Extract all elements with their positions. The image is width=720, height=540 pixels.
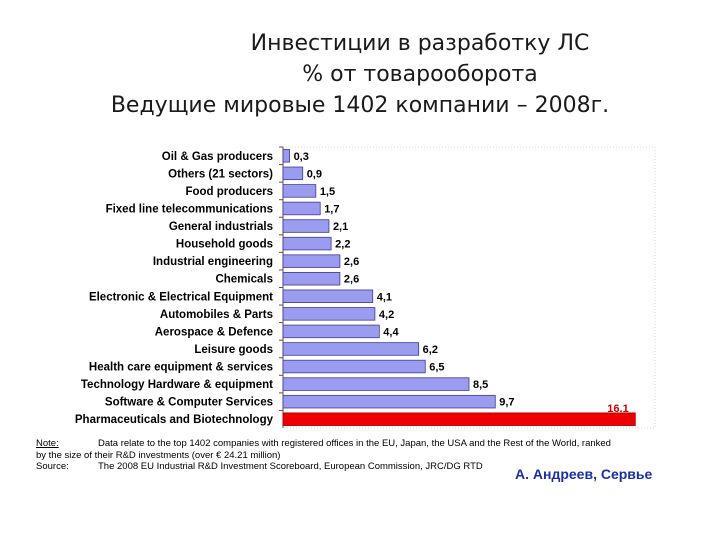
- bar: [282, 201, 321, 216]
- data-label: 4,4: [383, 326, 399, 338]
- title-line-2: % от товарооборота: [302, 62, 538, 87]
- author-credit: А. Андреев, Сервье: [515, 466, 653, 482]
- data-label: 2,6: [344, 274, 359, 286]
- bar: [282, 289, 374, 304]
- note-key: Note:: [36, 438, 59, 449]
- category-label: Chemicals: [215, 274, 273, 286]
- title-line-3: Ведущие мировые 1402 компании – 2008г.: [110, 93, 610, 118]
- category-label: Industrial engineering: [153, 256, 273, 268]
- category-label: Pharmaceuticals and Biotechnology: [75, 414, 274, 426]
- category-label: Leisure goods: [194, 344, 273, 356]
- data-label: 0,3: [294, 151, 309, 163]
- category-label: Technology Hardware & equipment: [81, 379, 273, 391]
- bar: [282, 236, 332, 251]
- note-line-2: by the size of their R&D investments (ov…: [36, 449, 281, 461]
- chart-notes: Note: Data relate to the top 1402 compan…: [36, 438, 676, 473]
- category-label: Household goods: [176, 239, 273, 251]
- data-label: 16.1: [607, 403, 628, 415]
- category-label: Others (21 sectors): [168, 168, 273, 180]
- data-label: 8,5: [473, 379, 488, 391]
- data-label: 2,1: [333, 221, 348, 233]
- bar: [282, 184, 317, 198]
- bar: [282, 412, 636, 426]
- data-label: 6,2: [423, 344, 438, 356]
- data-label: 9,7: [499, 397, 514, 409]
- bar: [282, 149, 290, 163]
- bar: [282, 254, 341, 268]
- plot-frame: [282, 146, 656, 429]
- source-key: Source:: [36, 461, 69, 472]
- data-label: 1,5: [320, 186, 335, 198]
- bar: [282, 219, 330, 233]
- category-label: Health care equipment & services: [89, 362, 273, 374]
- source-text: The 2008 EU Industrial R&D Investment Sc…: [98, 461, 483, 472]
- category-label: Oil & Gas producers: [162, 151, 273, 163]
- data-label: 2,2: [335, 239, 350, 251]
- data-label: 4,2: [379, 309, 394, 321]
- category-label: Food producers: [185, 186, 273, 198]
- bar: [282, 359, 426, 374]
- bar: [282, 342, 420, 356]
- bar: [282, 324, 380, 339]
- category-label: Software & Computer Services: [105, 397, 273, 409]
- data-label: 4,1: [377, 291, 392, 303]
- category-label: Electronic & Electrical Equipment: [89, 291, 273, 303]
- category-label: General industrials: [169, 221, 273, 233]
- bar: [282, 377, 470, 391]
- note-line-1: Data relate to the top 1402 companies wi…: [98, 438, 611, 449]
- bar: [282, 307, 376, 321]
- data-label: 1,7: [324, 203, 339, 215]
- data-label: 2,6: [344, 256, 359, 268]
- category-label: Fixed line telecommunications: [106, 203, 273, 215]
- category-label: Automobiles & Parts: [160, 309, 273, 321]
- bar: [282, 271, 341, 286]
- bar: [282, 166, 304, 181]
- title-line-1: Инвестиции в разработку ЛС: [250, 31, 590, 56]
- data-label: 0,9: [307, 168, 322, 180]
- data-label: 6,5: [429, 362, 444, 374]
- chart-title: Инвестиции в разработку ЛС % от товарооб…: [0, 28, 720, 121]
- bar: [282, 394, 496, 409]
- category-label: Aerospace & Defence: [155, 326, 273, 338]
